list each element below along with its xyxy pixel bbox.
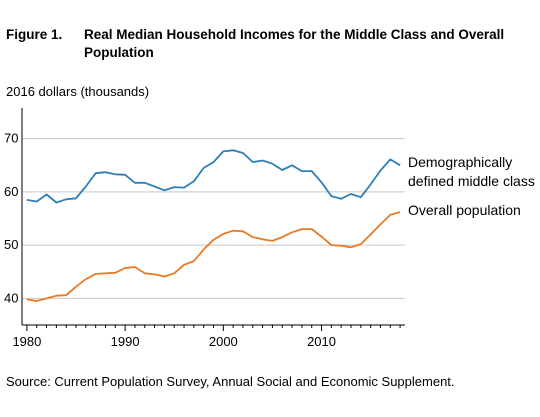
figure-number: Figure 1. [6, 27, 63, 42]
y-axis-unit-label: 2016 dollars (thousands) [6, 84, 150, 99]
series-labels: Demographically defined middle class Overa… [408, 154, 535, 218]
series-label: Demographically [408, 154, 512, 170]
series-line-middle-class [26, 149, 401, 204]
x-tick-label: 1980 [12, 334, 41, 349]
series-line-overall-population [26, 211, 401, 302]
x-tick-label: 1990 [111, 334, 140, 349]
y-tick-label: 60 [4, 184, 18, 199]
figure-title: Real Median Household Incomes for the Mi… [84, 27, 505, 60]
source-note: Source: Current Population Survey, Annua… [6, 374, 455, 389]
y-tick-label: 40 [4, 290, 18, 305]
series-lines [26, 149, 401, 302]
series-label: defined middle class [408, 173, 535, 189]
series-label: Overall population [408, 202, 521, 218]
y-tick-label: 50 [4, 237, 18, 252]
axes: 40 50 60 70 1980 1990 2000 2010 [4, 108, 405, 349]
x-tick-label: 2010 [307, 334, 336, 349]
x-tick-label: 2000 [209, 334, 238, 349]
y-tick-label: 70 [4, 131, 18, 146]
